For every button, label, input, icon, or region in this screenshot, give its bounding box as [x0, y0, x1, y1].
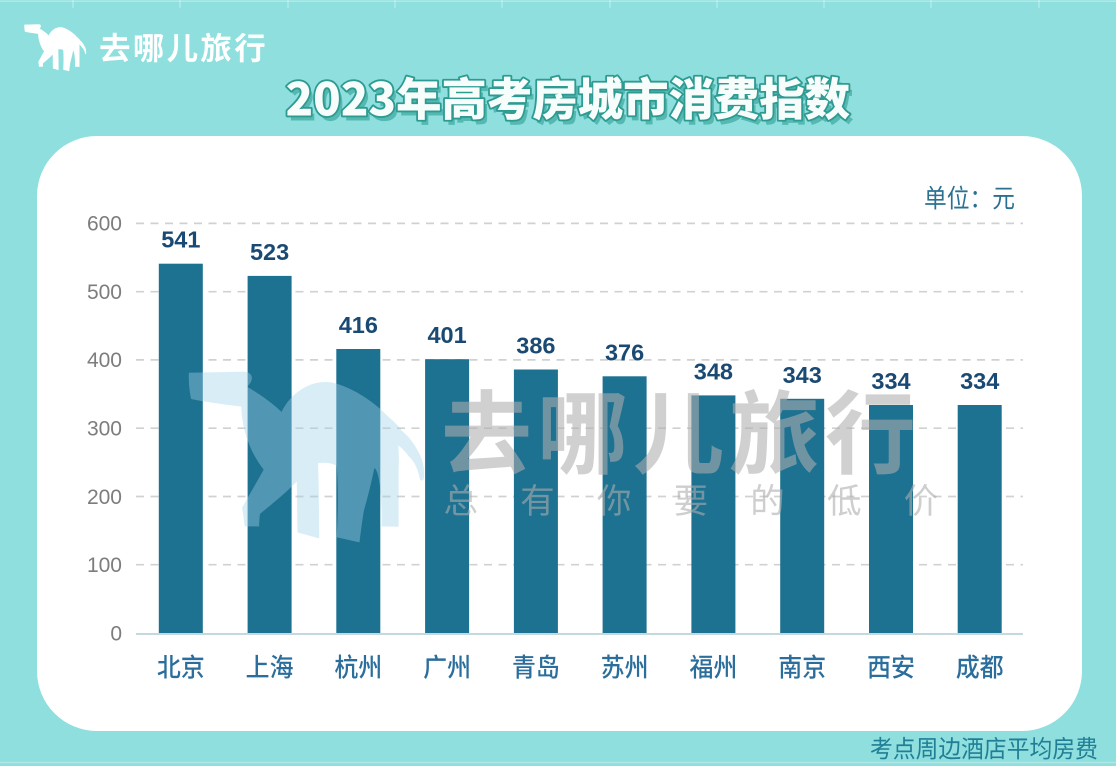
svg-text:100: 100 [87, 554, 122, 577]
svg-text:200: 200 [87, 486, 122, 509]
svg-text:334: 334 [960, 368, 999, 394]
svg-text:541: 541 [161, 227, 200, 253]
svg-text:401: 401 [427, 322, 466, 348]
svg-text:334: 334 [871, 368, 910, 394]
svg-text:376: 376 [605, 339, 644, 365]
svg-text:386: 386 [516, 333, 555, 359]
svg-text:416: 416 [339, 312, 378, 338]
svg-text:343: 343 [783, 362, 822, 388]
svg-text:0: 0 [110, 622, 122, 645]
svg-text:400: 400 [87, 349, 122, 372]
svg-text:523: 523 [250, 239, 289, 265]
svg-text:300: 300 [87, 418, 122, 441]
svg-text:348: 348 [694, 358, 733, 384]
svg-text:500: 500 [87, 281, 122, 304]
svg-text:600: 600 [87, 213, 122, 236]
